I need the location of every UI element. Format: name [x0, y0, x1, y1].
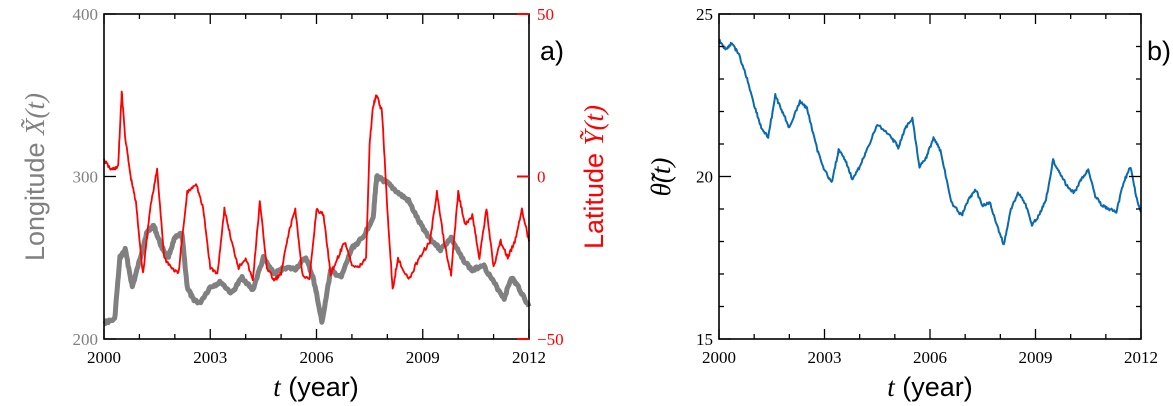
panel-a-y-right-label: Latitude Ỹ(t) [579, 105, 609, 249]
panel-a-x-tick-label: 2003 [193, 348, 227, 367]
panel-a-y-left-tick-label: 200 [73, 330, 99, 349]
panel-b-x-tick-label: 2003 [808, 348, 842, 367]
panel-b-y-tick-label: 15 [696, 330, 713, 349]
panel-b-x-tick-label: 2012 [1124, 348, 1158, 367]
panel-b-x-tick-label: 2006 [913, 348, 947, 367]
panel-b-series [718, 38, 1142, 246]
panel-b-y-axis-label: θ̃(t) [646, 158, 676, 197]
panel-b-frame [718, 13, 1142, 340]
panel-b-y-tick-label: 25 [696, 5, 713, 24]
panel-a-label: a) [540, 36, 564, 66]
panel-a-y-right-tick-label: 50 [537, 5, 554, 24]
panel-a-y-left-label: Longitude X̃(t) [20, 93, 50, 261]
panel-a-y-left-tick-label: 300 [73, 168, 99, 187]
longitude-series-line [102, 173, 532, 327]
theta-series-line [718, 38, 1142, 246]
panel-b-x-axis-label: t (year) [887, 372, 973, 402]
panel-b-ticks: 2000 2003 2006 2009 2012 15 20 25 [696, 5, 1158, 367]
panel-a: 2000 2003 2006 2009 2012 200 300 400 −50 0 50 a) t… [20, 5, 609, 402]
panel-a-y-right-tick-label: −50 [537, 330, 564, 349]
panel-b-x-tick-label: 2009 [1019, 348, 1053, 367]
panel-b-y-tick-label: 20 [696, 168, 713, 187]
panel-a-series [102, 90, 532, 327]
panel-a-x-tick-label: 2000 [87, 348, 121, 367]
panel-a-x-tick-label: 2009 [406, 348, 440, 367]
panel-a-x-tick-label: 2012 [512, 348, 546, 367]
panel-a-ticks: 2000 2003 2006 2009 2012 200 300 400 −50 0 50 [73, 5, 564, 367]
panel-a-x-tick-label: 2006 [300, 348, 334, 367]
panel-a-x-axis-label: t (year) [273, 372, 359, 402]
panel-a-y-left-tick-label: 400 [73, 5, 99, 24]
panel-a-y-right-tick-label: 0 [537, 168, 546, 187]
panel-b-label: b) [1147, 36, 1171, 66]
latitude-series-line [103, 90, 530, 290]
panel-b-x-tick-label: 2000 [702, 348, 736, 367]
panel-b: 2000 2003 2006 2009 2012 15 20 25 b) t (year) θ… [646, 5, 1171, 402]
